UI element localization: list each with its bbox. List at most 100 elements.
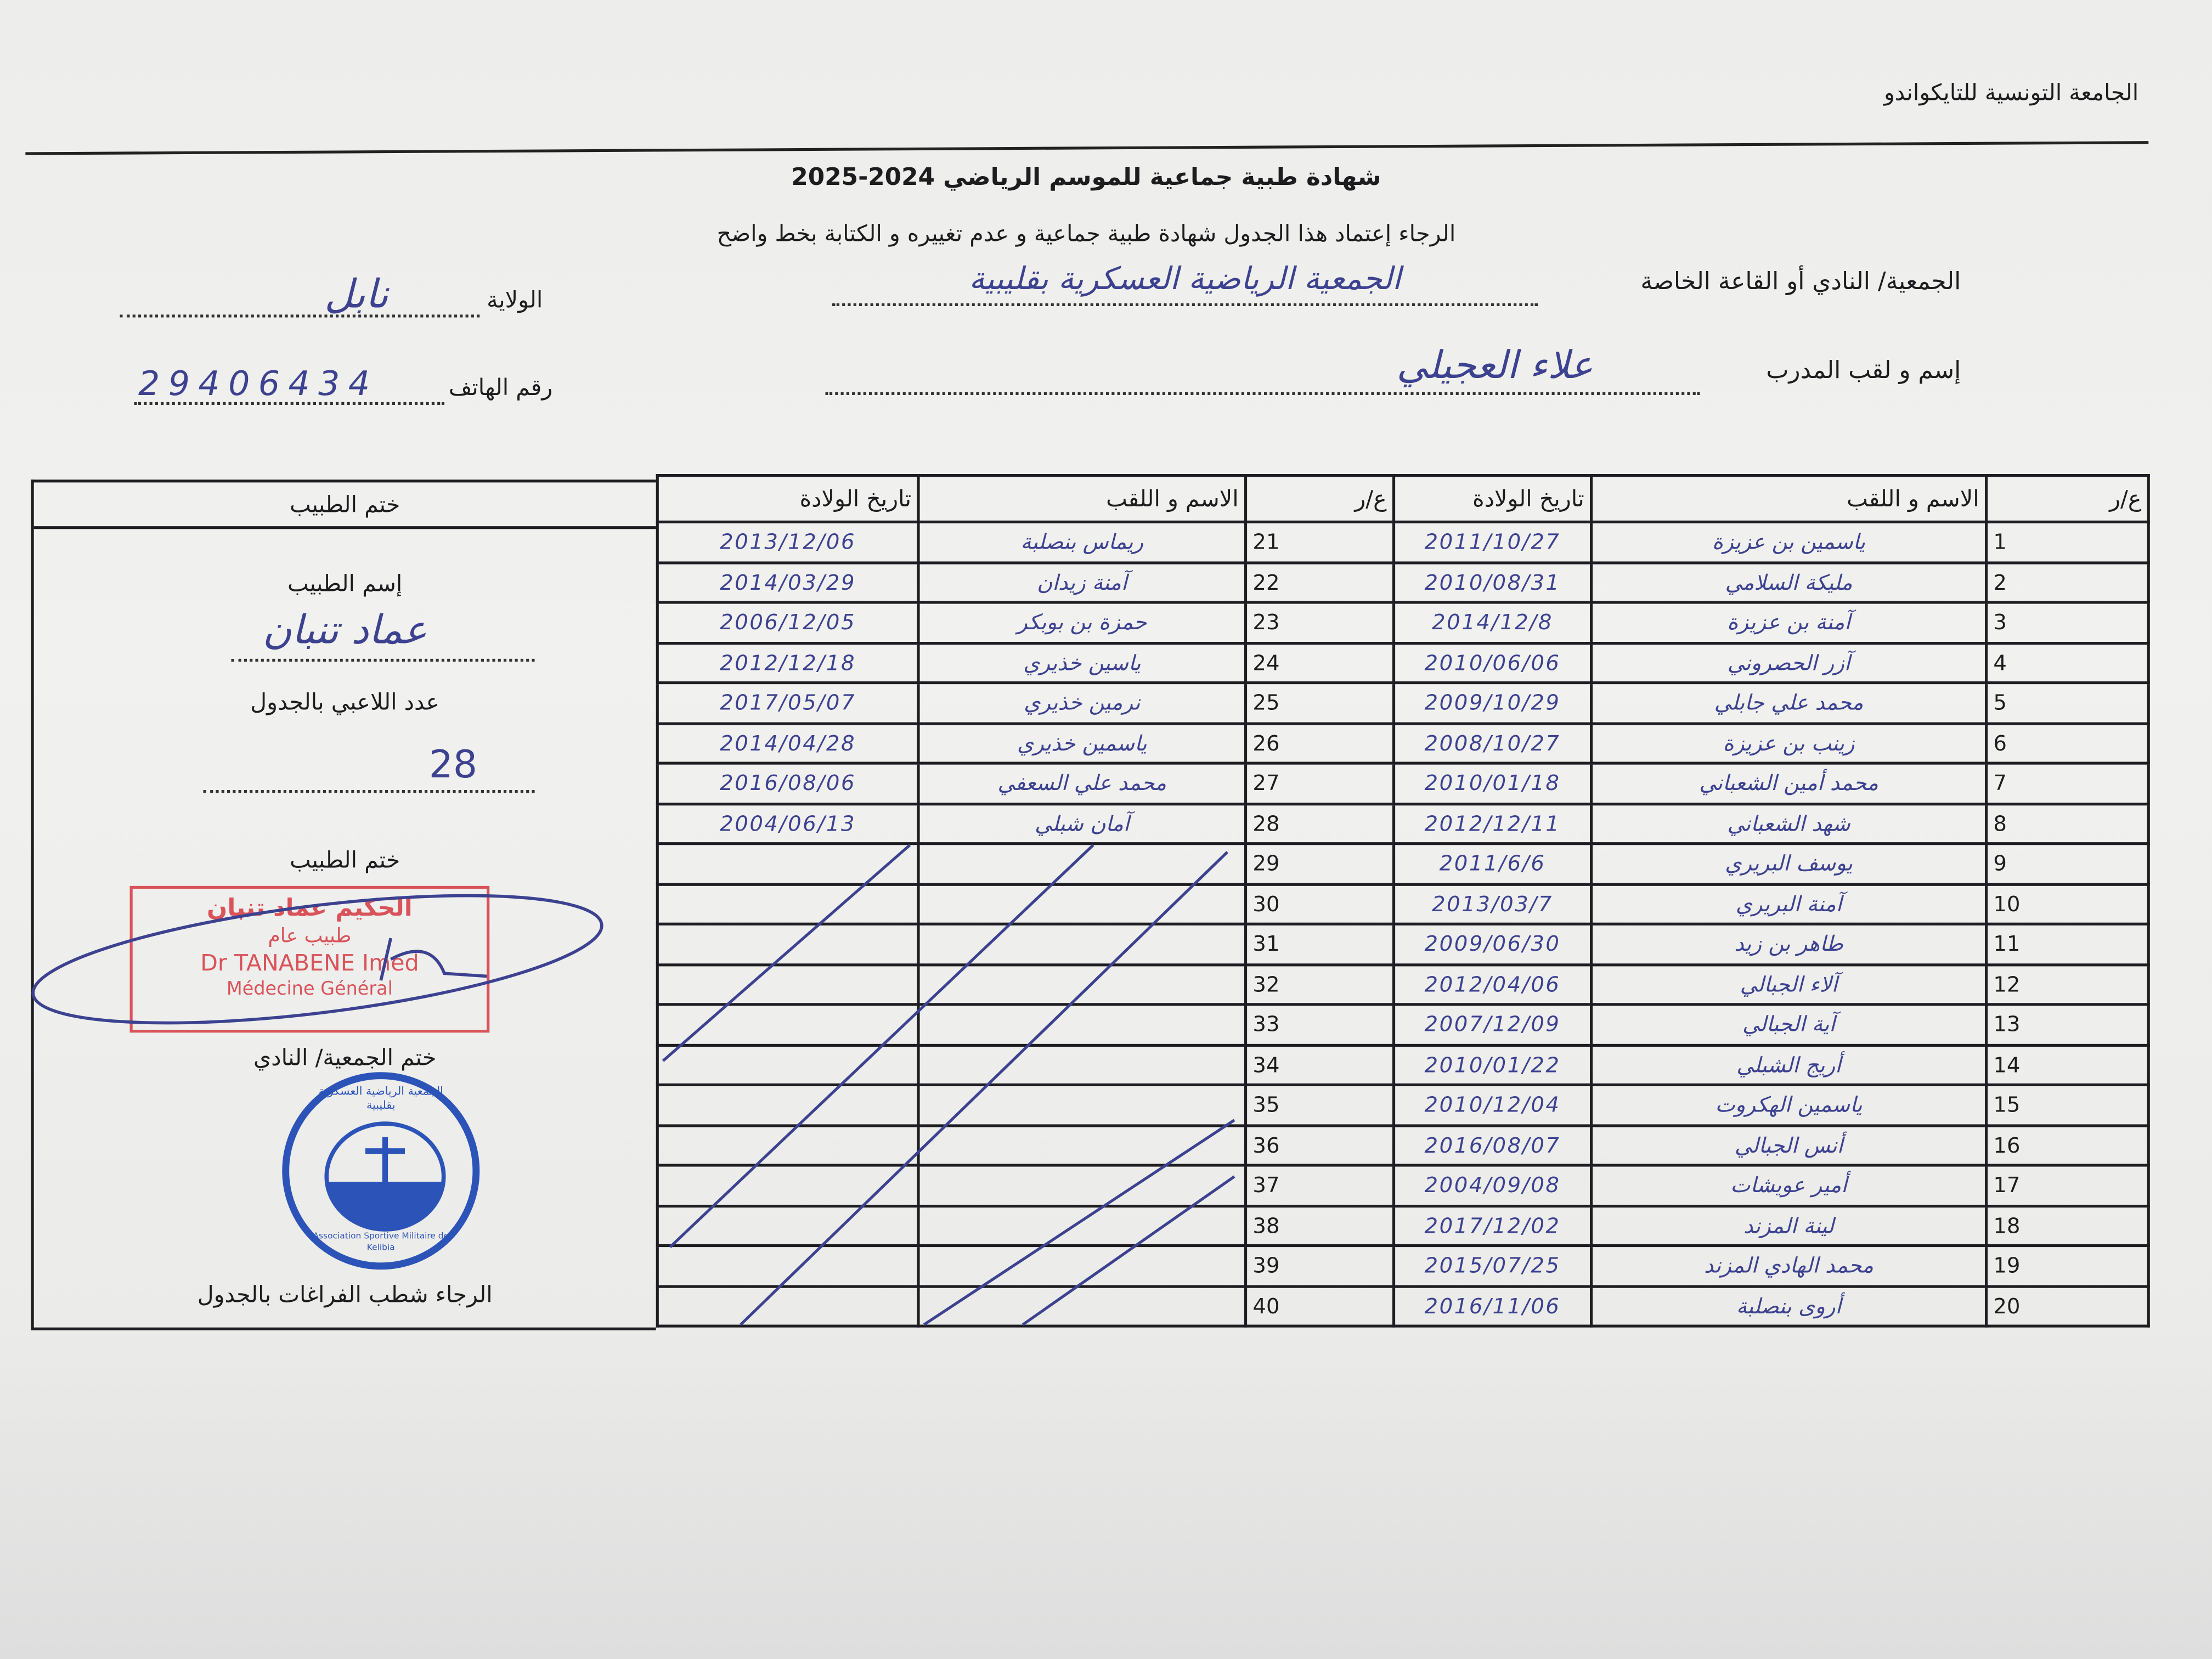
player-num-cell: 10 [1984,882,2150,926]
player-dob-cell[interactable]: 2014/03/29 [656,561,920,604]
player-dob-cell[interactable]: 2017/05/07 [656,681,920,725]
player-dob-cell[interactable]: 2011/6/6 [1392,842,1593,885]
player-name-cell[interactable]: زينب بن عزيزة [1589,721,1988,765]
player-name-cell[interactable]: يوسف البريري [1589,842,1988,885]
player-dob-cell[interactable]: 2015/07/25 [1392,1244,1593,1288]
player-name-cell[interactable]: آلاء الجبالي [1589,963,1988,1006]
player-name-cell[interactable]: شهد الشعباني [1589,802,1988,845]
player-name-cell[interactable]: ياسمين الهكروت [1589,1083,1988,1127]
player-dob-cell[interactable]: 2017/12/02 [1392,1204,1593,1248]
player-dob-cell[interactable]: 2007/12/09 [1392,1003,1593,1046]
player-dob-cell[interactable] [656,1083,920,1127]
doctor-stamp-line2: طبيب عام [268,925,352,948]
player-name-cell[interactable]: محمد علي السعفي [917,761,1248,805]
player-dob-cell[interactable] [656,1284,920,1328]
phone-value[interactable]: 29406434 [138,364,379,404]
player-name-cell[interactable]: ريماس بنصلبة [917,520,1248,564]
header-divider [25,141,2149,155]
player-dob-cell[interactable]: 2012/12/18 [656,641,920,685]
player-name-cell[interactable]: ياسمين بن عزيزة [1589,520,1988,564]
player-name-cell[interactable]: حمزة بن بوبكر [917,601,1248,644]
player-dob-cell[interactable] [656,1164,920,1207]
player-dob-cell[interactable]: 2010/06/06 [1392,641,1593,685]
club-value[interactable]: الجمعية الرياضية العسكرية بقليبية [969,262,1401,298]
table-row: 1 ياسمين بن عزيزة 2011/10/27 21 ريماس بنصلبة… [656,520,2150,564]
player-dob-cell[interactable]: 2010/08/31 [1392,561,1593,604]
player-name-cell[interactable]: آمنة البريري [1589,882,1988,926]
player-dob-cell[interactable]: 2014/12/8 [1392,601,1593,644]
player-dob-cell[interactable]: 2013/03/7 [1392,882,1593,926]
player-name-cell[interactable] [917,1204,1248,1248]
player-name-cell[interactable]: أريج الشبلي [1589,1043,1988,1086]
doctor-name-line [231,658,535,662]
coach-field-line [825,392,1700,395]
player-dob-cell[interactable] [656,1204,920,1248]
player-dob-cell[interactable] [656,922,920,966]
player-name-cell[interactable] [917,842,1248,885]
player-name-cell[interactable] [917,882,1248,926]
player-count-label: عدد اللاعبي بالجدول [250,688,440,715]
player-name-cell[interactable] [917,1164,1248,1207]
player-name-cell[interactable]: طاهر بن زيد [1589,922,1988,966]
player-name-cell[interactable]: مليكة السلامي [1589,561,1988,604]
player-dob-cell[interactable]: 2010/12/04 [1392,1083,1593,1127]
player-num-cell: 15 [1984,1083,2150,1127]
player-dob-cell[interactable]: 2010/01/18 [1392,761,1593,805]
player-name-cell[interactable]: لينة المزند [1589,1204,1988,1248]
wilaya-value[interactable]: نابل [324,270,388,318]
table-row: 15 ياسمين الهكروت 2010/12/04 35 [656,1083,2150,1127]
player-num-cell: 3 [1984,601,2150,644]
coach-label: إسم و لقب المدرب [1766,357,1961,385]
player-name-cell[interactable]: محمد أمين الشعباني [1589,761,1988,805]
player-name-cell[interactable]: آية الجبالي [1589,1003,1988,1046]
player-dob-cell[interactable]: 2006/12/05 [656,601,920,644]
doctor-panel: ختم الطبيب إسم الطبيب عماد تنبان عدد الل… [31,479,656,1330]
player-dob-cell[interactable]: 2010/01/22 [1392,1043,1593,1086]
player-name-cell[interactable]: آزر الحصروني [1589,641,1988,685]
player-name-cell[interactable]: ياسين خذيري [917,641,1248,685]
player-dob-cell[interactable]: 2009/10/29 [1392,681,1593,725]
player-dob-cell[interactable]: 2016/11/06 [1392,1284,1593,1328]
player-dob-cell[interactable] [656,882,920,926]
player-name-cell[interactable]: محمد الهادي المزند [1589,1244,1988,1288]
player-num-cell: 12 [1984,963,2150,1006]
player-name-cell[interactable]: آمان شبلي [917,802,1248,845]
player-dob-cell[interactable] [656,963,920,1006]
player-name-cell[interactable] [917,1043,1248,1086]
player-dob-cell[interactable]: 2004/09/08 [1392,1164,1593,1207]
player-num-cell: 16 [1984,1124,2150,1167]
player-dob-cell[interactable]: 2016/08/07 [1392,1124,1593,1167]
player-dob-cell[interactable]: 2012/12/11 [1392,802,1593,845]
player-dob-cell[interactable]: 2008/10/27 [1392,721,1593,765]
player-dob-cell[interactable] [656,1244,920,1288]
player-dob-cell[interactable] [656,842,920,885]
player-num-cell: 33 [1244,1003,1396,1046]
player-dob-cell[interactable] [656,1003,920,1046]
player-name-cell[interactable]: محمد علي جابلي [1589,681,1988,725]
player-name-cell[interactable] [917,1003,1248,1046]
player-name-cell[interactable]: نرمين خذيري [917,681,1248,725]
player-dob-cell[interactable]: 2004/06/13 [656,802,920,845]
player-name-cell[interactable] [917,1083,1248,1127]
player-name-cell[interactable]: أنس الجبالي [1589,1124,1988,1167]
player-dob-cell[interactable]: 2014/04/28 [656,721,920,765]
table-row: 8 شهد الشعباني 2012/12/11 28 آمان شبلي 2004/0… [656,802,2150,845]
coach-value[interactable]: علاء العجيلي [1396,344,1593,388]
player-name-cell[interactable] [917,963,1248,1006]
player-name-cell[interactable]: أروى بنصلبة [1589,1284,1988,1328]
player-count-value[interactable]: 28 [428,743,478,787]
player-name-cell[interactable]: أمير عويشات [1589,1164,1988,1207]
player-num-cell: 27 [1244,761,1396,805]
player-dob-cell[interactable]: 2016/08/06 [656,761,920,805]
player-dob-cell[interactable]: 2013/12/06 [656,520,920,564]
player-name-cell[interactable]: آمنة بن عزيزة [1589,601,1988,644]
player-dob-cell[interactable] [656,1124,920,1167]
player-dob-cell[interactable]: 2011/10/27 [1392,520,1593,564]
player-name-cell[interactable] [917,1124,1248,1167]
player-name-cell[interactable]: ياسمين خذيري [917,721,1248,765]
doctor-name-value[interactable]: عماد تنبان [262,606,427,653]
player-name-cell[interactable]: آمنة زيدان [917,561,1248,604]
player-dob-cell[interactable]: 2009/06/30 [1392,922,1593,966]
player-dob-cell[interactable]: 2012/04/06 [1392,963,1593,1006]
